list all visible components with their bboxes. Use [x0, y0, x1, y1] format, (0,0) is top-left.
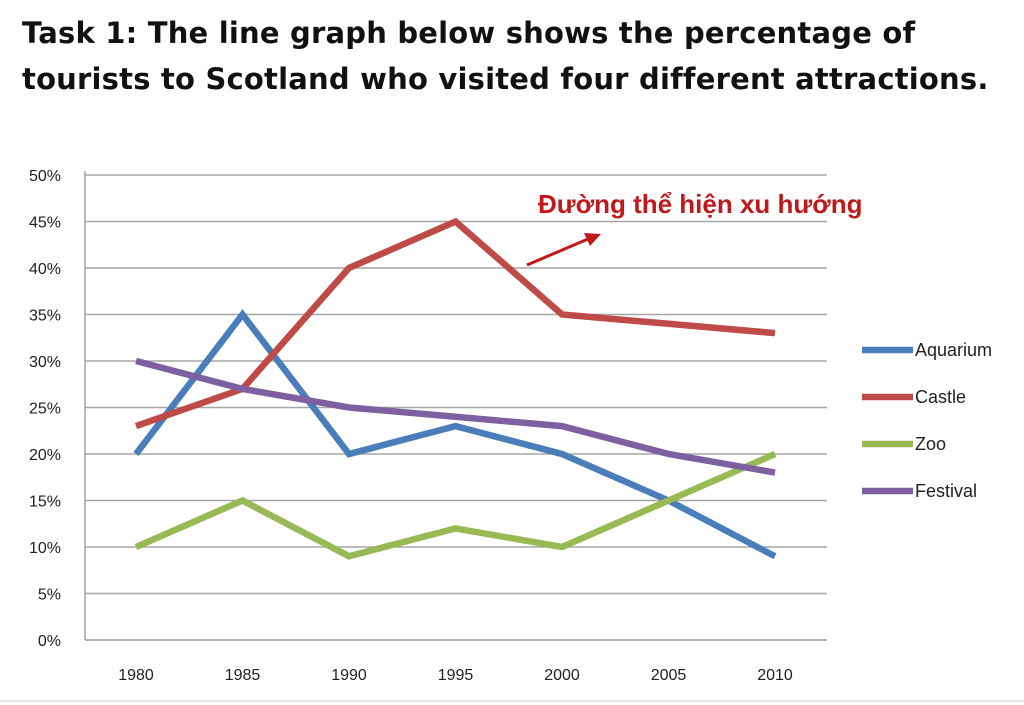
trend-annotation: Đường thể hiện xu hướng: [526, 189, 863, 267]
heading-line-2: tourists to Scotland who visited four di…: [22, 62, 989, 96]
y-tick-label: 45%: [29, 215, 61, 232]
y-tick-label: 35%: [29, 308, 61, 325]
y-tick-label: 15%: [29, 494, 61, 511]
y-tick-label: 20%: [29, 447, 61, 464]
series-line-aquarium: [133, 309, 777, 560]
y-tick-label: 30%: [29, 354, 61, 371]
y-axis: 0% 5% 10% 15% 20% 25% 30% 35% 40% 45% 50%: [29, 168, 61, 650]
y-tick-label: 40%: [29, 261, 61, 278]
y-tick-label: 25%: [29, 401, 61, 418]
x-tick-label: 1980: [118, 667, 154, 684]
x-tick-label: 2005: [651, 667, 687, 684]
line-chart: 0% 5% 10% 15% 20% 25% 30% 35% 40% 45% 50% 1980 1985…: [0, 168, 1024, 702]
x-tick-label: 1985: [225, 667, 261, 684]
legend-label-zoo: Zoo: [915, 434, 946, 454]
legend-label-castle: Castle: [915, 387, 966, 407]
series-lines: [133, 217, 777, 560]
legend-label-aquarium: Aquarium: [915, 340, 992, 360]
task-heading: Task 1: The line graph below shows the p…: [22, 10, 1012, 102]
x-tick-label: 2010: [757, 667, 793, 684]
heading-line-1: Task 1: The line graph below shows the p…: [22, 16, 916, 50]
series-line-festival: [135, 357, 776, 476]
x-tick-label: 2000: [544, 667, 580, 684]
series-line-zoo: [134, 451, 777, 560]
gridlines: [85, 174, 827, 595]
annotation-arrow-head: [584, 233, 601, 246]
legend-label-festival: Festival: [915, 481, 977, 501]
y-tick-label: 0%: [38, 633, 61, 650]
y-tick-label: 50%: [29, 168, 61, 185]
annotation-text: Đường thể hiện xu hướng: [538, 189, 863, 219]
annotation-arrow-shaft: [526, 237, 589, 267]
x-axis: 1980 1985 1990 1995 2000 2005 2010: [118, 667, 793, 684]
y-tick-label: 10%: [29, 540, 61, 557]
x-tick-label: 1990: [331, 667, 367, 684]
y-tick-label: 5%: [38, 587, 61, 604]
x-tick-label: 1995: [438, 667, 474, 684]
plot-area: [84, 171, 827, 641]
legend: Aquarium Castle Zoo Festival: [862, 340, 992, 501]
